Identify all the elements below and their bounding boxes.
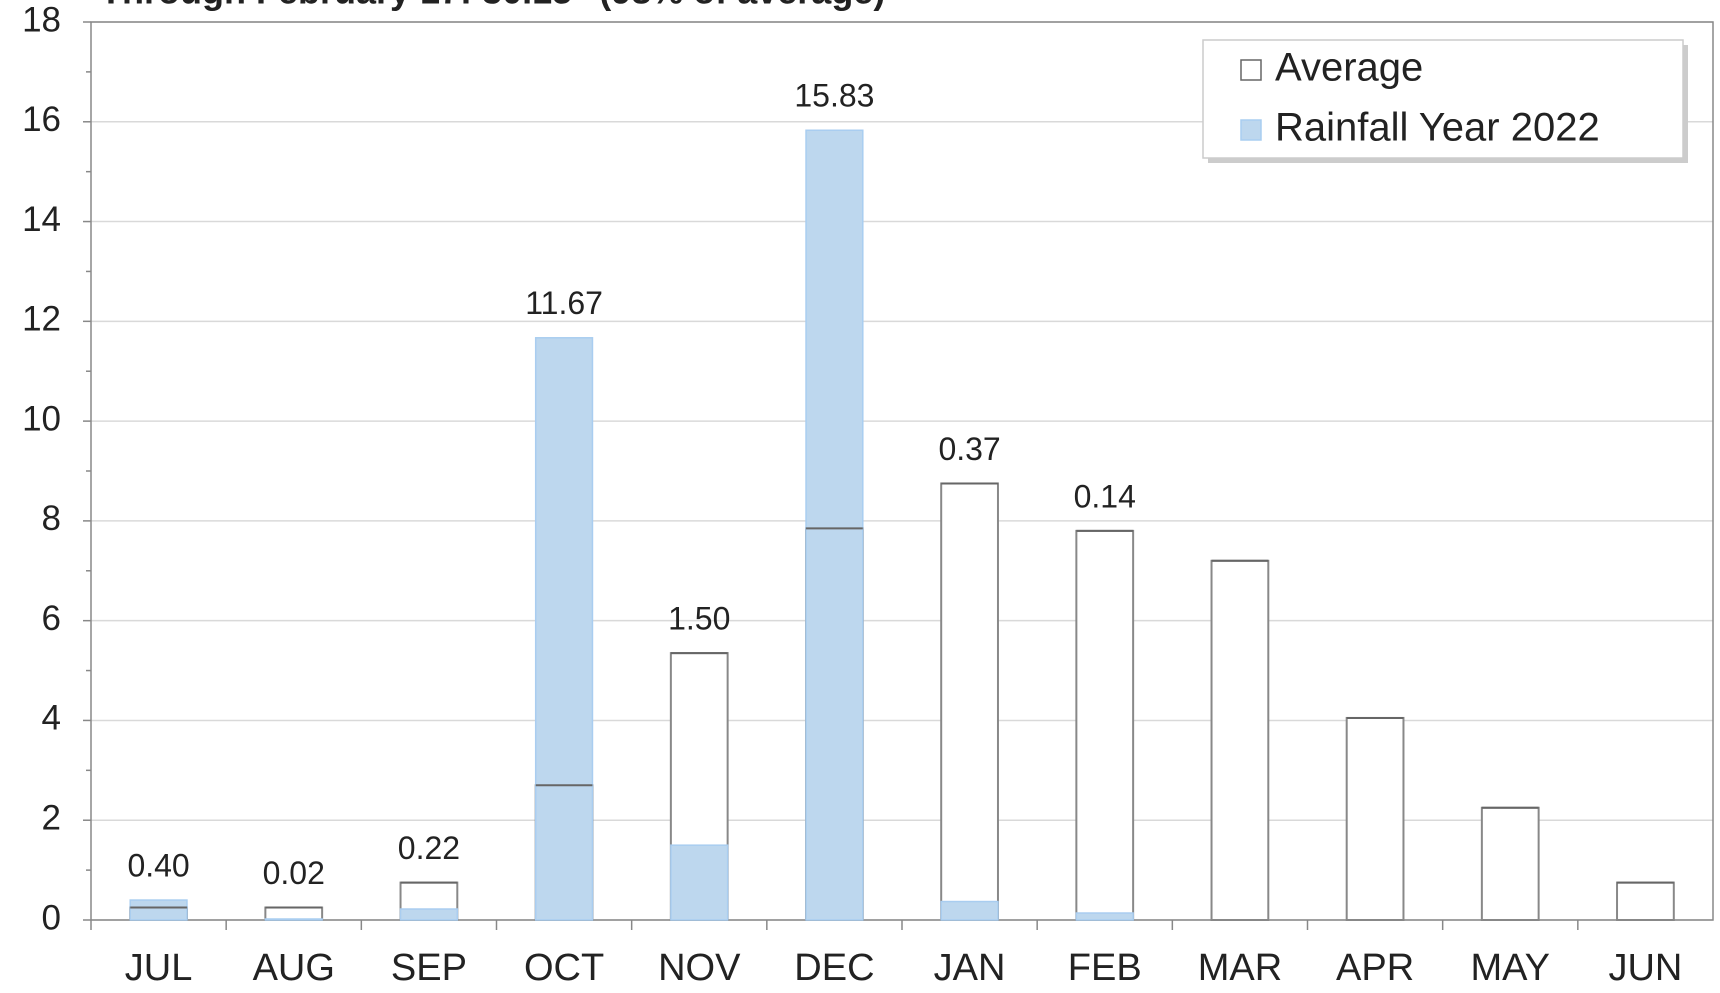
data-label: 1.50 <box>668 601 730 637</box>
data-label: 0.22 <box>398 830 460 866</box>
average-bar <box>264 906 324 921</box>
y-tick-label: 6 <box>42 599 61 638</box>
x-tick-label: NOV <box>658 947 741 989</box>
x-tick-label: JUN <box>1608 947 1682 989</box>
legend-swatch <box>1240 119 1262 141</box>
x-tick-label: APR <box>1336 947 1414 989</box>
rainfall-bar <box>129 899 188 921</box>
legend-label: Average <box>1275 46 1423 90</box>
y-tick-label: 10 <box>22 399 61 438</box>
y-tick-label: 18 <box>22 0 61 39</box>
rainfall-bar <box>940 900 999 921</box>
y-tick-label: 8 <box>42 499 61 538</box>
rainfall-bar <box>399 908 459 921</box>
chart-title: Through February 17: 30.15" (98% of aver… <box>100 0 885 12</box>
x-tick-label: DEC <box>794 947 874 989</box>
rainfall-bar <box>1075 912 1134 921</box>
y-tick-label: 14 <box>22 200 61 239</box>
x-tick-label: OCT <box>524 947 604 989</box>
data-label: 15.83 <box>794 78 874 114</box>
rainfall-bar <box>264 918 323 921</box>
x-tick-label: MAY <box>1470 947 1550 989</box>
average-bar <box>1616 881 1675 921</box>
x-tick-label: JAN <box>934 947 1006 989</box>
y-tick-label: 16 <box>22 100 61 139</box>
data-label: 0.40 <box>127 847 189 883</box>
legend-box <box>1202 39 1684 159</box>
x-tick-label: AUG <box>253 947 335 989</box>
y-tick-label: 4 <box>42 699 61 738</box>
x-tick-label: FEB <box>1068 947 1142 989</box>
rainfall-bar <box>534 337 594 921</box>
data-label: 0.37 <box>938 431 1000 467</box>
data-label: 0.02 <box>263 855 325 891</box>
average-bar <box>1480 806 1540 921</box>
data-label: 11.67 <box>525 285 603 321</box>
y-tick-label: 12 <box>22 300 61 339</box>
rainfall-bar <box>805 129 864 921</box>
x-tick-label: MAR <box>1198 947 1282 989</box>
data-label: 0.14 <box>1074 478 1136 514</box>
legend-label: Rainfall Year 2022 <box>1275 106 1600 150</box>
average-bar <box>1075 529 1135 921</box>
x-tick-label: JUL <box>125 947 193 989</box>
x-tick-label: SEP <box>391 947 467 989</box>
average-bar <box>1345 716 1405 922</box>
y-tick-label: 0 <box>42 898 61 937</box>
rainfall-bar <box>670 844 729 921</box>
average-bar <box>940 482 999 921</box>
y-tick-label: 2 <box>42 798 61 837</box>
average-bar <box>1210 559 1270 921</box>
legend-swatch <box>1240 59 1262 81</box>
